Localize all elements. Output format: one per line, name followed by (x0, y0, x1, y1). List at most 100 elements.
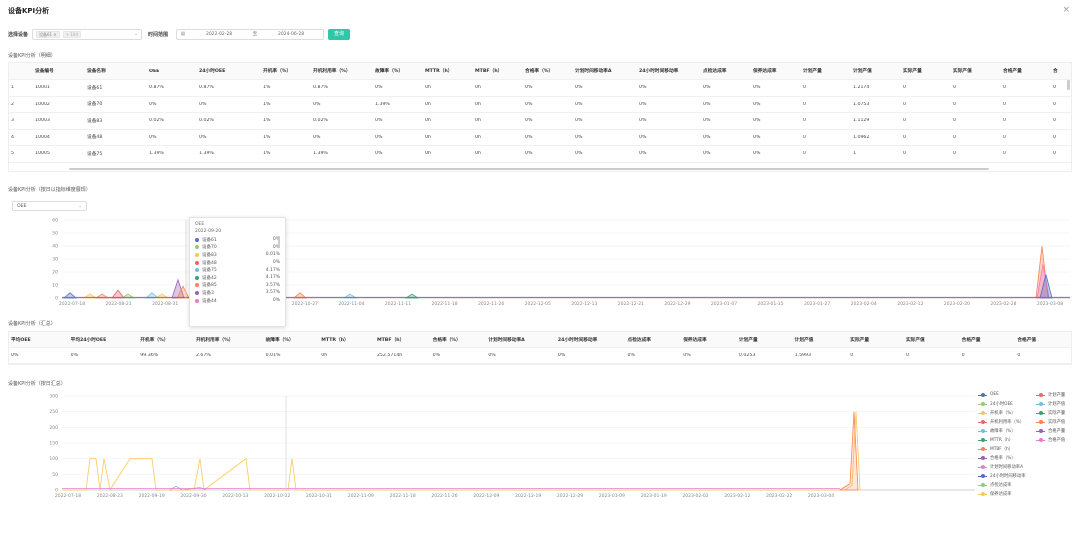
table-row: 0% 0% 99.36% 2.67% 0.01% 0h 252.5714h 0% 0% 0% 0% 0… (9, 348, 1071, 364)
table-cell: 0% (753, 134, 761, 140)
x-tick-label: 2022-10-13 (222, 493, 248, 499)
legend-item[interactable]: 合格率（%） (978, 453, 1026, 462)
table-row[interactable]: 1 10001 设备61 0.87% 0.87% 1% 0.87% 0% 0h 0h 0% 0% 0% 0… (9, 80, 1071, 97)
x-tick-label: 2023-02-22 (766, 493, 792, 499)
device-tag[interactable]: 设备61 ✕ (36, 30, 60, 38)
y-tick-label: 20 (52, 270, 58, 276)
legend-item[interactable]: MTBF（h） (978, 444, 1026, 453)
table-cell: 0% (525, 134, 533, 140)
legend-item[interactable]: OEE (978, 390, 1026, 399)
x-tick-label: 2022-10-31 (306, 493, 332, 499)
legend-item[interactable]: 计划产量 (1036, 390, 1065, 399)
table-cell: 0% (313, 134, 321, 140)
table-cell: 0% (575, 151, 583, 157)
legend-item[interactable]: 合格产值 (1036, 435, 1065, 444)
metric-select[interactable]: OEE ⌄ (12, 201, 87, 211)
legend-swatch (978, 410, 987, 415)
series-line (62, 411, 861, 492)
legend-item[interactable]: 24小时时间移动率 (978, 471, 1026, 480)
date-range-picker[interactable]: ▦ 2022-02-28 至 2024-06-28 (176, 28, 325, 40)
end-date-input[interactable]: 2024-06-28 (277, 31, 305, 37)
table-cell: 0h (475, 151, 481, 157)
table-row[interactable]: 3 10003 设备83 0.02% 0.02% 1% 0.02% 0% 0h 0h 0% 0% 0% 0… (9, 113, 1071, 130)
legend-swatch (1036, 392, 1045, 397)
column-header: 24小时时间移动率 (557, 337, 598, 343)
tooltip-row: 设备3 3.57% (195, 289, 280, 297)
legend-item[interactable]: 实际产值 (1036, 417, 1065, 426)
table-cell: 0 (1053, 118, 1056, 124)
y-tick-label: 50 (52, 231, 58, 237)
table-cell: 0 (1053, 151, 1056, 157)
legend-item[interactable]: 开机利用率（%） (978, 417, 1026, 426)
column-header: 合格产量 (1003, 69, 1022, 74)
table-cell: 0.87% (313, 85, 328, 91)
table-row[interactable]: 4 10004 设备48 0% 0% 1% 0% 0% 0h 0h 0% 0% 0% 0% 0% 0 1.096… (9, 130, 1071, 146)
legend-item[interactable]: 合格产量 (1036, 426, 1065, 435)
table-cell: 0 (953, 85, 956, 91)
device-select[interactable]: 设备61 ✕ + 104 ⌄ (32, 28, 143, 40)
x-tick-label: 2023-01-19 (641, 493, 667, 499)
daily-metric-chart[interactable]: 0 10 20 30 40 50 60 2022-07-18 2022-08-21 2022-08… (0, 212, 1080, 312)
legend-item[interactable]: 实际产量 (1036, 408, 1065, 417)
legend-label: 合格率（%） (990, 455, 1016, 461)
daily-summary-section-title: 设备KPI分析（按日汇总） (8, 381, 66, 387)
legend-item[interactable]: 24小时OEE (978, 399, 1026, 408)
column-header: MTTR（h） (425, 69, 453, 74)
series-area (144, 292, 160, 299)
chevron-down-icon: ⌄ (78, 203, 82, 209)
x-tick-label: 2022-10-22 (264, 493, 290, 499)
legend-item[interactable]: 故障率（%） (978, 426, 1026, 435)
table-cell: 10005 (35, 151, 50, 157)
tooltip-series-value: 0% (272, 244, 280, 250)
vertical-scrollbar[interactable] (1067, 80, 1070, 90)
column-header: 点检达成率 (627, 337, 651, 343)
column-header: 开机率（%） (140, 337, 169, 343)
series-dot (195, 268, 199, 273)
x-tick-label: 2022-11-18 (390, 493, 416, 499)
daily-summary-chart[interactable]: 0 50 100 150 200 250 300 2022-07-18 2022-08-23 20… (0, 388, 980, 503)
table-cell: 10001 (35, 85, 50, 91)
legend-label: 合格产值 (1048, 437, 1066, 443)
date-separator: 至 (252, 32, 258, 37)
table-cell: 0h (321, 353, 328, 358)
tooltip-scrollbar[interactable] (278, 236, 280, 248)
tooltip-row: 设备75 4.17% (195, 266, 280, 274)
table-cell: 1 (11, 85, 14, 91)
legend-label: 计划时间移动率A (990, 464, 1024, 470)
table-cell: 1.2174 (853, 85, 870, 91)
table-cell: 252.5714h (376, 353, 403, 358)
table-cell: 0% (683, 353, 691, 358)
x-tick-label: 2023-03-08 (1037, 301, 1063, 307)
table-cell: 0.87% (199, 85, 214, 91)
legend-item[interactable]: 点检达成率 (978, 480, 1026, 489)
table-cell: 0 (1053, 101, 1056, 107)
table-cell: 0% (199, 101, 207, 107)
table-row[interactable]: 2 10002 设备70 0% 0% 1% 0% 1.39% 0h 0h 0% 0% 0% 0% 0% 0 1.… (9, 97, 1071, 113)
start-date-input[interactable]: 2022-02-28 (205, 31, 233, 37)
table-row[interactable]: 5 10005 设备75 1.39% 1.39% 1% 1.39% 0% 0h 0h 0% 0% 0% 0… (9, 146, 1071, 163)
table-cell: 0h (425, 101, 431, 107)
close-icon[interactable]: × (1062, 5, 1070, 15)
legend-item[interactable]: MTTR（h） (978, 435, 1026, 444)
table-cell: 0 (961, 353, 965, 358)
table-cell: 0% (313, 101, 321, 107)
x-tick-label: 2022-11-09 (348, 493, 374, 499)
table-cell: 0 (803, 134, 806, 140)
series-area (292, 292, 308, 299)
table-cell: 0% (525, 118, 533, 124)
legend-item[interactable]: 计划产值 (1036, 399, 1065, 408)
legend-label: 24小时时间移动率 (990, 473, 1026, 479)
table-cell: 0 (953, 151, 956, 157)
table-cell: 0% (639, 151, 647, 157)
horizontal-scrollbar[interactable] (69, 168, 989, 170)
table-cell: 0 (1003, 85, 1006, 91)
legend-item[interactable]: 开机率（%） (978, 408, 1026, 417)
legend-item[interactable]: 计划时间移动率A (978, 462, 1026, 471)
x-tick-label: 2023-02-28 (990, 301, 1016, 307)
x-tick-label: 2023-02-12 (724, 493, 750, 499)
legend-item[interactable]: 保养达成率 (978, 489, 1026, 498)
table-cell: 0% (753, 101, 761, 107)
query-button[interactable]: 查询 (328, 28, 351, 40)
table-cell: 0 (903, 118, 906, 124)
summary-section-title: 设备KPI分析（汇总） (8, 321, 56, 327)
